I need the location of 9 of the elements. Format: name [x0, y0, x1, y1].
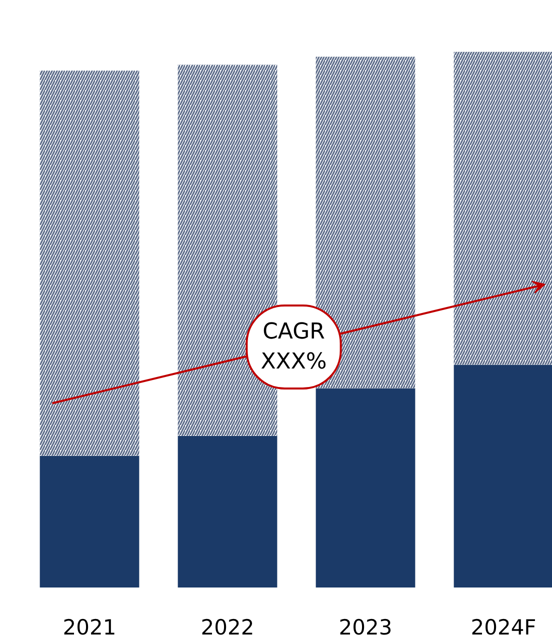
x-tick-label: 2022 [200, 616, 254, 640]
x-tick-label: 2021 [62, 616, 116, 640]
bar [40, 456, 140, 588]
bar [316, 388, 416, 588]
annotation: CAGR XXX% [260, 320, 327, 375]
bar [178, 436, 278, 588]
x-tick-label: 2023 [338, 616, 392, 640]
x-tick-label: 2024F [470, 616, 536, 640]
bar [454, 364, 552, 588]
